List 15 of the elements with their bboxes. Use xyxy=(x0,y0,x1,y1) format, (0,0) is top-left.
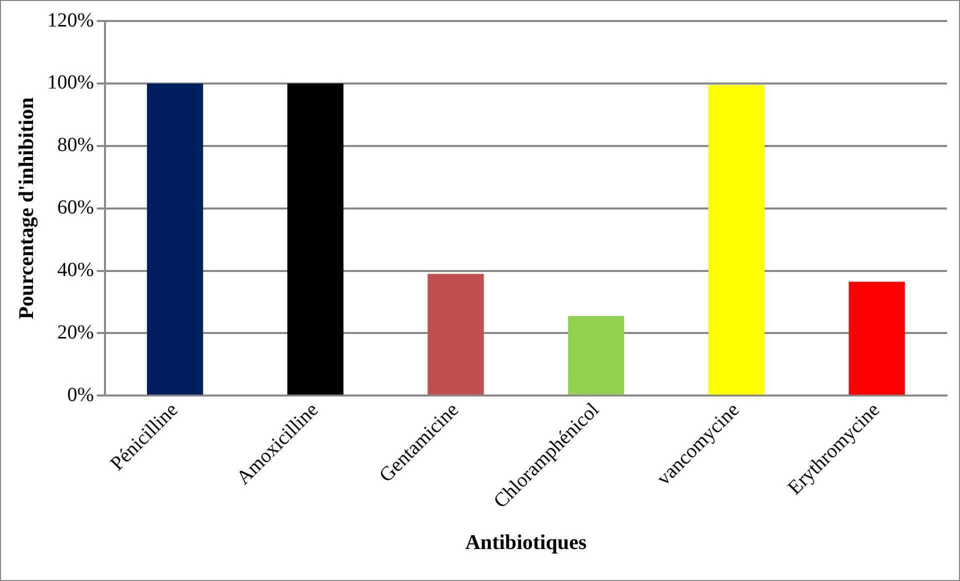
y-tick-label: 40% xyxy=(57,259,94,282)
bar xyxy=(428,274,484,395)
y-tick-label: 20% xyxy=(57,321,94,344)
bar xyxy=(848,282,905,395)
y-tick-label: 60% xyxy=(57,196,94,219)
y-axis-title: Pourcentage d'inhibition xyxy=(14,97,38,320)
bar xyxy=(287,83,344,395)
bar xyxy=(568,316,624,395)
x-axis-title: Antibiotiques xyxy=(465,530,587,554)
y-tick-label: 0% xyxy=(67,384,94,406)
bar xyxy=(146,83,204,395)
bar xyxy=(708,85,765,395)
y-tick-label: 100% xyxy=(47,72,94,94)
y-tick-label: 80% xyxy=(57,134,94,156)
y-tick-label: 120% xyxy=(47,9,94,32)
